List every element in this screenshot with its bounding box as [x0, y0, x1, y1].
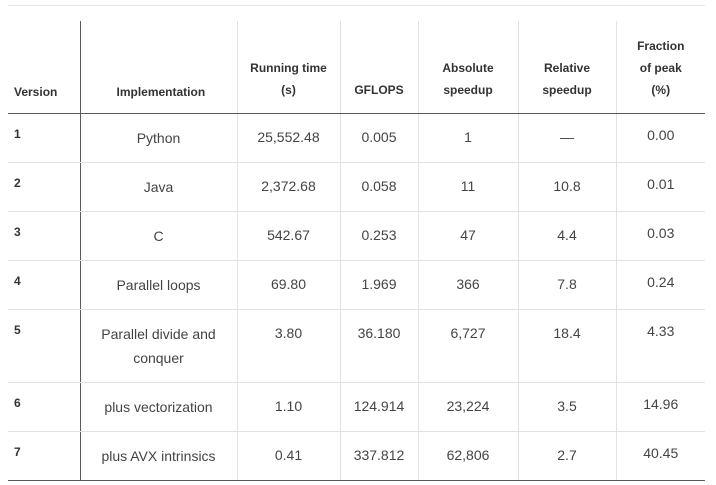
header-fraction-line2: of peak — [639, 60, 682, 75]
cell-running-time: 25,552.48 — [237, 113, 341, 163]
header-implementation: Implementation — [80, 21, 238, 114]
cell-absolute-speedup: 62,806 — [418, 431, 519, 481]
cell-running-time: 542.67 — [237, 211, 341, 261]
cell-version: 7 — [8, 431, 81, 481]
cell-relative-speedup: 10.8 — [518, 162, 617, 212]
header-gflops: GFLOPS — [340, 21, 419, 114]
cell-absolute-speedup: 1 — [418, 113, 519, 163]
cell-absolute-speedup: 11 — [418, 162, 519, 212]
cell-gflops: 124.914 — [340, 382, 419, 432]
performance-table: Version Implementation Running time (s) G… — [8, 21, 705, 481]
table-row: 7 plus AVX intrinsics 0.41 337.812 62,80… — [8, 431, 705, 481]
cell-gflops: 36.180 — [340, 309, 419, 383]
cell-fraction-of-peak: 40.45 — [616, 431, 705, 481]
top-rule — [8, 5, 705, 6]
cell-fraction-of-peak: 14.96 — [616, 382, 705, 432]
header-absolute-speedup-line2: speedup — [443, 82, 493, 97]
cell-running-time: 3.80 — [237, 309, 341, 383]
cell-relative-speedup: 7.8 — [518, 260, 617, 310]
cell-gflops: 337.812 — [340, 431, 419, 481]
cell-implementation: Java — [80, 162, 238, 212]
table-row: 6 plus vectorization 1.10 124.914 23,224… — [8, 382, 705, 432]
header-version: Version — [8, 21, 81, 114]
cell-version: 2 — [8, 162, 81, 212]
cell-running-time: 0.41 — [237, 431, 341, 481]
cell-fraction-of-peak: 0.24 — [616, 260, 705, 310]
cell-version: 1 — [8, 113, 81, 163]
cell-implementation: Python — [80, 113, 238, 163]
cell-gflops: 1.969 — [340, 260, 419, 310]
header-fraction-line1: Fraction — [637, 38, 685, 53]
cell-version: 4 — [8, 260, 81, 310]
header-running-time-line2: (s) — [281, 82, 296, 97]
cell-relative-speedup: — — [518, 113, 617, 163]
header-absolute-speedup-line1: Absolute — [442, 60, 494, 75]
header-fraction-line3: (%) — [651, 82, 671, 97]
header-fraction-of-peak: Fraction of peak (%) — [616, 21, 705, 114]
table-row: 2 Java 2,372.68 0.058 11 10.8 0.01 — [8, 162, 705, 212]
cell-relative-speedup: 2.7 — [518, 431, 617, 481]
header-absolute-speedup: Absolute speedup — [418, 21, 519, 114]
cell-running-time: 69.80 — [237, 260, 341, 310]
header-row: Version Implementation Running time (s) G… — [8, 21, 705, 114]
header-relative-speedup-line2: speedup — [542, 82, 592, 97]
cell-implementation: Parallel loops — [80, 260, 238, 310]
cell-version: 5 — [8, 309, 81, 383]
cell-version: 6 — [8, 382, 81, 432]
cell-implementation: plus vectorization — [80, 382, 238, 432]
table-row: 4 Parallel loops 69.80 1.969 366 7.8 0.2… — [8, 260, 705, 310]
table-row: 5 Parallel divide and conquer 3.80 36.18… — [8, 309, 705, 383]
cell-relative-speedup: 3.5 — [518, 382, 617, 432]
header-running-time: Running time (s) — [237, 21, 341, 114]
cell-relative-speedup: 4.4 — [518, 211, 617, 261]
cell-fraction-of-peak: 0.01 — [616, 162, 705, 212]
cell-gflops: 0.005 — [340, 113, 419, 163]
cell-gflops: 0.253 — [340, 211, 419, 261]
cell-absolute-speedup: 6,727 — [418, 309, 519, 383]
header-relative-speedup-line1: Relative — [543, 60, 591, 75]
cell-implementation: Parallel divide and conquer — [80, 309, 238, 383]
cell-version: 3 — [8, 211, 81, 261]
cell-fraction-of-peak: 0.00 — [616, 113, 705, 163]
cell-absolute-speedup: 23,224 — [418, 382, 519, 432]
cell-running-time: 1.10 — [237, 382, 341, 432]
cell-gflops: 0.058 — [340, 162, 419, 212]
cell-absolute-speedup: 47 — [418, 211, 519, 261]
header-relative-speedup: Relative speedup — [518, 21, 617, 114]
cell-absolute-speedup: 366 — [418, 260, 519, 310]
table-row: 1 Python 25,552.48 0.005 1 — 0.00 — [8, 113, 705, 163]
cell-fraction-of-peak: 4.33 — [616, 309, 705, 383]
cell-relative-speedup: 18.4 — [518, 309, 617, 383]
cell-fraction-of-peak: 0.03 — [616, 211, 705, 261]
cell-implementation: C — [80, 211, 238, 261]
header-running-time-line1: Running time — [250, 60, 327, 75]
cell-running-time: 2,372.68 — [237, 162, 341, 212]
cell-implementation: plus AVX intrinsics — [80, 431, 238, 481]
table-row: 3 C 542.67 0.253 47 4.4 0.03 — [8, 211, 705, 261]
